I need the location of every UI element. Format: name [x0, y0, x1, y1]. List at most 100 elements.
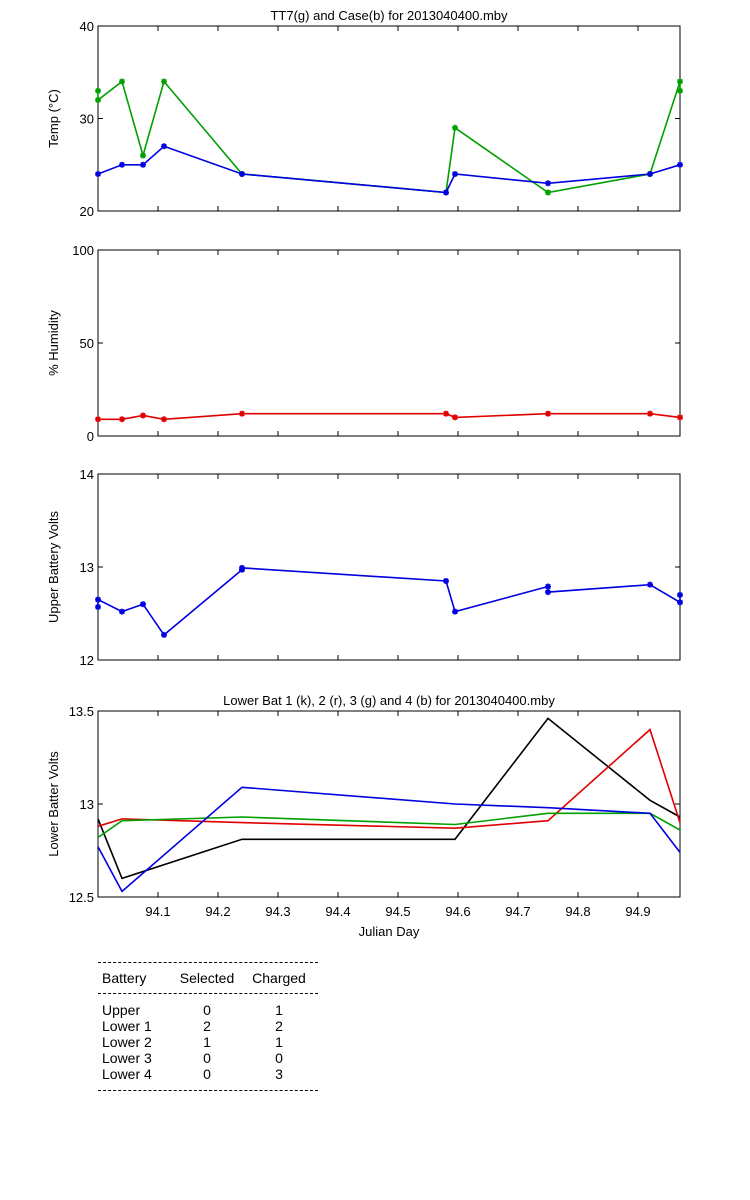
- cell-charged: 2: [275, 1018, 283, 1034]
- y-tick-label: 40: [80, 19, 94, 34]
- data-point: [95, 171, 101, 177]
- y-tick-label: 13.5: [69, 704, 94, 719]
- series-line: [97, 786, 681, 893]
- data-point: [95, 603, 101, 610]
- data-point: [443, 189, 449, 196]
- data-point: [452, 124, 458, 131]
- plot-frame: [97, 25, 681, 212]
- plot-frame: [97, 473, 681, 661]
- y-axis-label: Lower Batter Volts: [46, 751, 61, 857]
- x-tick-label: 94.5: [385, 904, 410, 919]
- table-row: Upper 0 1: [98, 1002, 318, 1018]
- data-point: [545, 180, 551, 187]
- data-point: [545, 189, 551, 196]
- x-tick-label: 94.3: [265, 904, 290, 919]
- series-line: [97, 145, 681, 194]
- data-point: [140, 412, 146, 419]
- series-line: [97, 812, 681, 839]
- data-point: [452, 414, 458, 421]
- series-line: [97, 567, 681, 637]
- plot-frame: [97, 710, 681, 898]
- cell-charged: 1: [275, 1034, 283, 1050]
- data-point: [239, 410, 245, 417]
- series-line: [97, 728, 681, 830]
- data-point: [140, 152, 146, 159]
- cell-selected: 1: [203, 1034, 211, 1050]
- data-point: [677, 599, 683, 606]
- data-point: [647, 410, 653, 417]
- series-line: [97, 717, 681, 880]
- data-point: [545, 589, 551, 596]
- x-axis-label: Julian Day: [359, 924, 420, 939]
- data-point: [140, 161, 146, 168]
- chart-title: TT7(g) and Case(b) for 2013040400.mby: [270, 8, 508, 23]
- header-battery: Battery: [102, 970, 147, 986]
- data-point: [95, 87, 101, 94]
- data-point: [452, 171, 458, 177]
- cell-selected: 0: [203, 1002, 211, 1018]
- cell-selected: 0: [203, 1050, 211, 1066]
- data-point: [161, 631, 167, 638]
- cell-charged: 1: [275, 1002, 283, 1018]
- table-row: Lower 3 0 0: [98, 1050, 318, 1066]
- header-selected: Selected: [179, 970, 235, 986]
- y-tick-label: 12.5: [69, 890, 94, 905]
- series-line: [98, 412, 681, 421]
- x-tick-label: 94.8: [565, 904, 590, 919]
- data-point: [647, 171, 653, 177]
- y-axis-label: Upper Battery Volts: [46, 511, 61, 623]
- x-tick-label: 94.1: [145, 904, 170, 919]
- y-tick-label: 13: [80, 797, 94, 812]
- cell-selected: 0: [203, 1066, 211, 1082]
- cell-battery: Lower 3: [102, 1050, 152, 1066]
- y-tick-label: 100: [72, 243, 94, 258]
- x-tick-label: 94.7: [505, 904, 530, 919]
- data-point: [239, 564, 245, 571]
- cell-battery: Lower 1: [102, 1018, 152, 1034]
- y-tick-label: 0: [87, 429, 94, 444]
- table-header-row: Battery Selected Charged: [98, 963, 318, 993]
- plot-frame: [97, 249, 681, 437]
- data-point: [161, 78, 167, 85]
- data-point: [119, 161, 125, 168]
- cell-selected: 2: [203, 1018, 211, 1034]
- data-point: [161, 416, 167, 423]
- data-point: [119, 416, 125, 423]
- y-tick-label: 50: [80, 336, 94, 351]
- series-line: [97, 79, 681, 194]
- x-tick-label: 94.2: [205, 904, 230, 919]
- cell-battery: Lower 4: [102, 1066, 152, 1082]
- chart-title: Lower Bat 1 (k), 2 (r), 3 (g) and 4 (b) …: [223, 693, 555, 708]
- data-point: [677, 161, 683, 168]
- y-axis-label: % Humidity: [46, 310, 61, 376]
- data-point: [443, 577, 449, 584]
- battery-table: Battery Selected Charged Upper 0 1 Lower…: [98, 962, 318, 1091]
- y-tick-label: 13: [80, 560, 94, 575]
- y-tick-label: 30: [80, 112, 94, 127]
- table-rule-top: [98, 962, 318, 963]
- data-point: [452, 608, 458, 615]
- data-point: [140, 601, 146, 608]
- data-point: [239, 171, 245, 177]
- data-point: [161, 143, 167, 150]
- data-point: [119, 608, 125, 615]
- data-point: [677, 591, 683, 598]
- y-tick-label: 12: [80, 653, 94, 668]
- data-point: [95, 416, 101, 423]
- x-tick-label: 94.4: [325, 904, 350, 919]
- data-point: [545, 410, 551, 417]
- header-charged: Charged: [252, 970, 306, 986]
- data-point: [677, 87, 683, 94]
- data-point: [95, 97, 101, 103]
- cell-battery: Lower 2: [102, 1034, 152, 1050]
- data-point: [95, 596, 101, 603]
- data-point: [545, 583, 551, 590]
- cell-battery: Upper: [102, 1002, 141, 1018]
- data-point: [677, 78, 683, 85]
- cell-charged: 3: [275, 1066, 283, 1082]
- table-row: Lower 2 1 1: [98, 1034, 318, 1050]
- data-point: [443, 410, 449, 417]
- table-row: Lower 1 2 2: [98, 1018, 318, 1034]
- y-tick-label: 20: [80, 204, 94, 219]
